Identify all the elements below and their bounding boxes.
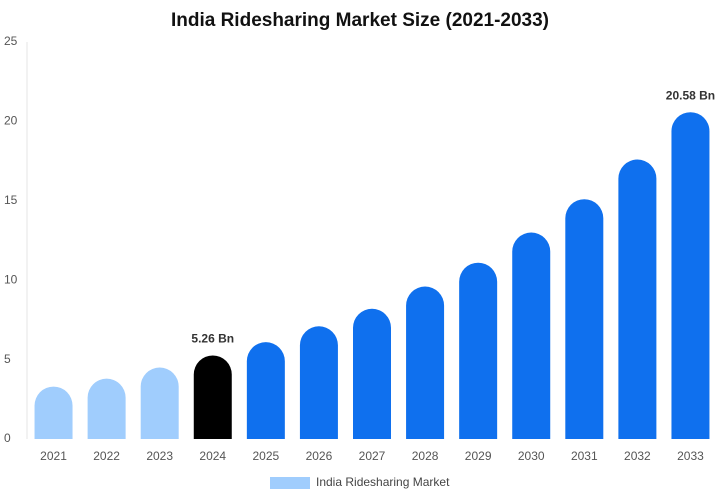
chart-title: India Ridesharing Market Size (2021-2033… xyxy=(171,10,549,31)
bar xyxy=(406,286,445,439)
y-tick-label: 20 xyxy=(4,114,18,128)
value-label: 20.58 Bn xyxy=(666,88,715,102)
y-tick-label: 15 xyxy=(4,193,18,207)
legend-swatch xyxy=(270,477,310,489)
x-tick-label: 2027 xyxy=(359,449,386,463)
y-tick-label: 10 xyxy=(4,272,18,286)
bar xyxy=(512,232,551,439)
y-tick-label: 0 xyxy=(4,431,11,445)
bar xyxy=(193,355,232,439)
bar xyxy=(87,378,126,439)
x-tick-label: 2031 xyxy=(571,449,598,463)
x-tick-label: 2032 xyxy=(624,449,651,463)
x-tick-label: 2026 xyxy=(306,449,333,463)
x-tick-label: 2029 xyxy=(465,449,492,463)
x-tick-label: 2021 xyxy=(40,449,67,463)
bar xyxy=(246,342,285,439)
x-tick-label: 2028 xyxy=(412,449,439,463)
value-label: 5.26 Bn xyxy=(191,332,234,346)
x-tick-label: 2030 xyxy=(518,449,545,463)
bar xyxy=(299,326,338,439)
x-tick-label: 2033 xyxy=(677,449,704,463)
bar xyxy=(565,199,604,439)
bar xyxy=(671,112,710,439)
x-tick-label: 2024 xyxy=(199,449,226,463)
bar xyxy=(353,308,391,439)
bar xyxy=(618,159,657,439)
x-tick-label: 2023 xyxy=(146,449,173,463)
legend-label: India Ridesharing Market xyxy=(316,475,450,489)
y-tick-label: 5 xyxy=(4,352,11,366)
bar xyxy=(34,386,73,439)
x-tick-label: 2022 xyxy=(93,449,120,463)
x-tick-label: 2025 xyxy=(252,449,279,463)
bar xyxy=(140,367,179,439)
y-tick-label: 25 xyxy=(4,34,18,48)
bar xyxy=(459,262,498,439)
